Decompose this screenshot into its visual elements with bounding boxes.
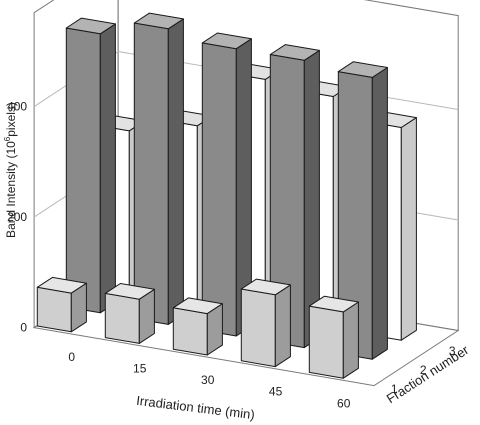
bar-side [167, 18, 184, 325]
bar-front [65, 27, 101, 314]
bar-front [133, 22, 169, 325]
bar [240, 278, 291, 368]
fraction-tick-label: 1 [391, 382, 398, 396]
bar-top [133, 12, 184, 30]
bar-side [274, 284, 291, 368]
bar-side [400, 117, 417, 341]
bar-top [36, 276, 87, 294]
bar-front [201, 42, 237, 337]
bar-front [36, 286, 72, 333]
bar-front [104, 292, 140, 344]
bar-side [342, 301, 359, 379]
fraction-tick-label: 2 [420, 363, 427, 377]
bar-top [104, 283, 155, 300]
y-axis-label: Band Intensity (106pixels) [3, 102, 18, 238]
bar-side [99, 23, 116, 314]
bar [269, 44, 320, 349]
x-tick-label: 0 [68, 350, 75, 364]
bar [308, 295, 359, 379]
bar [201, 32, 252, 337]
bar-front [172, 307, 208, 356]
y-tick-label: 400 [7, 100, 27, 114]
x-tick-label: 60 [337, 396, 351, 410]
y-tick-label: 200 [7, 210, 27, 224]
x-axis-label: Irradiation time (min) [135, 393, 255, 422]
bar-top [308, 295, 359, 313]
bar-top [337, 61, 388, 78]
bar-front [308, 305, 344, 379]
tick-labels: 0 200 400 0 15 30 45 60 1 2 3 [7, 100, 456, 411]
bar-top [201, 32, 252, 50]
bar [65, 17, 116, 314]
bar-group [36, 12, 417, 379]
bar-top [65, 17, 116, 35]
z-axis-label: Fraction number [384, 342, 472, 406]
x-tick-label: 15 [133, 362, 147, 376]
bar [104, 283, 155, 344]
x-tick-label: 30 [201, 373, 215, 387]
bar-top [172, 297, 223, 315]
bar-front [240, 288, 276, 368]
x-tick-label: 45 [269, 385, 283, 399]
bar [133, 12, 184, 325]
bar [172, 297, 223, 356]
bar-top [269, 44, 320, 61]
bar [337, 61, 388, 360]
y-tick-label: 0 [20, 321, 27, 335]
bar [36, 276, 87, 333]
bar-top [240, 278, 291, 296]
bar-side [371, 67, 388, 360]
fraction-tick-label: 3 [449, 344, 456, 358]
